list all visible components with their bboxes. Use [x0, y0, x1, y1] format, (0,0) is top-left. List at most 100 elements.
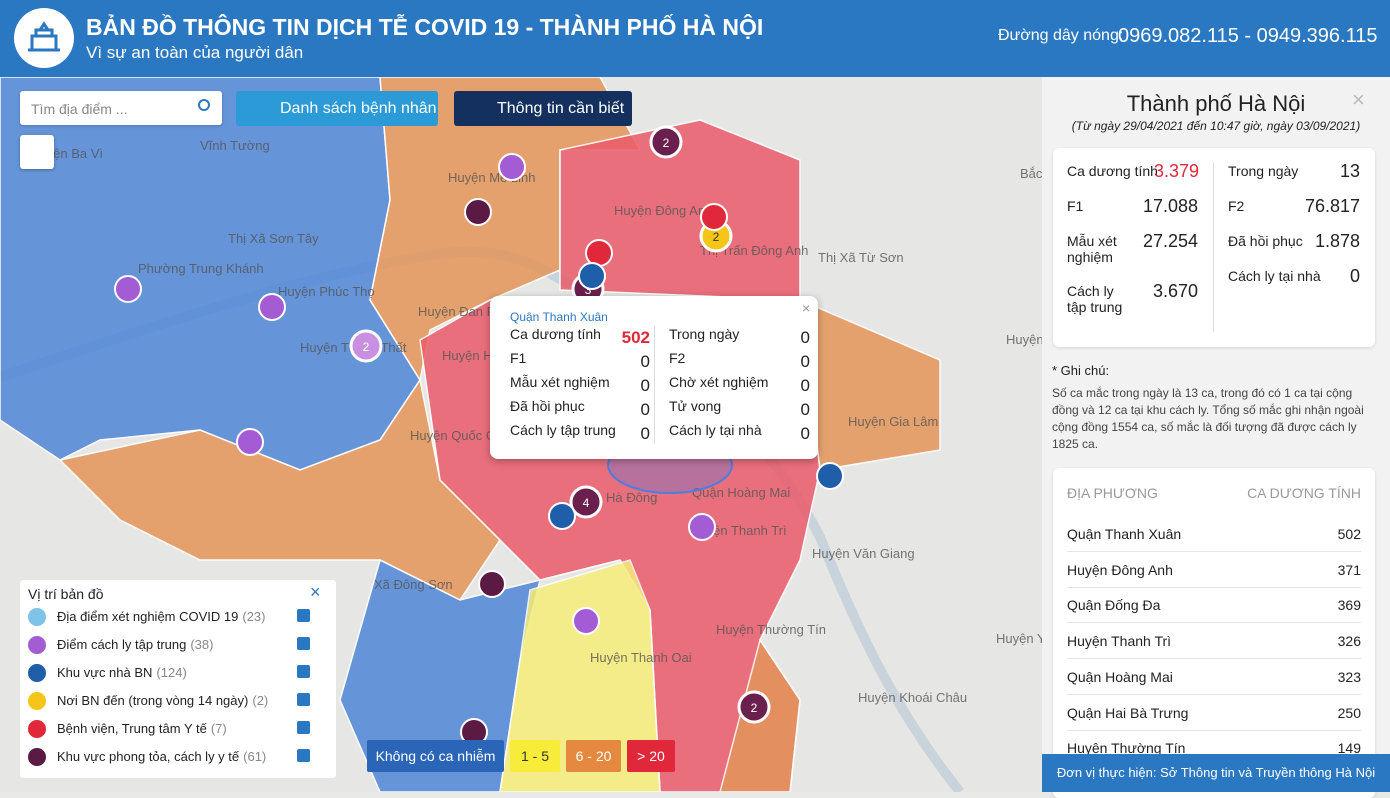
legend-count: (2): [252, 693, 269, 708]
stat-value: 3.670: [1152, 281, 1198, 301]
map-label: Huyện Văn Giang: [812, 546, 915, 561]
note: Số ca mắc trong ngày là 13 ca, trong đó …: [1052, 386, 1364, 451]
cluster-marker: [649, 125, 683, 159]
popup-value: 0: [640, 400, 650, 419]
stat-value: 13: [1339, 161, 1360, 181]
color-key[interactable]: > 20: [627, 740, 675, 772]
map-label: Thị Xã Sơn Tây: [228, 231, 319, 246]
stat-label: Cách ly tại nhà: [1228, 268, 1321, 284]
panel-title: Thành phố Hà Nội: [1126, 91, 1306, 116]
table-card: ĐỊA PHƯƠNG CA DƯƠNG TÍNH Quận Thanh Xuân 50…: [1053, 468, 1375, 798]
layer-button[interactable]: [20, 135, 54, 169]
stat-value: 3.379: [1154, 161, 1200, 181]
legend-checkbox[interactable]: [297, 609, 310, 622]
popup-value: 0: [800, 328, 810, 347]
legend-label: Địa điểm xét nghiệm COVID 19: [57, 609, 239, 624]
stat-value: 27.254: [1142, 231, 1198, 251]
toolbar-button[interactable]: Thông tin cần biết: [454, 91, 632, 126]
map-label: Vĩnh Tường: [200, 138, 270, 153]
map-icon: [236, 428, 264, 456]
popup-label: Cách ly tập trung: [510, 422, 616, 438]
table-header: CA DƯƠNG TÍNH: [1247, 485, 1361, 501]
legend-label: Bệnh viện, Trung tâm Y tế: [57, 721, 207, 736]
legend-count: (124): [156, 665, 187, 680]
map-label: Huyện Thường Tín: [716, 622, 826, 637]
legend-item: Điểm cách ly tập trung (38): [57, 637, 213, 652]
row-name: Huyện Thanh Trì: [1067, 633, 1172, 650]
color-key[interactable]: 6 - 20: [566, 740, 621, 772]
map-icon: [464, 198, 492, 226]
map-icon: [688, 513, 716, 541]
legend-title: Vị trí bản đồ: [28, 586, 104, 602]
popup-divider: [654, 326, 655, 444]
popup-label: Ca dương tính: [510, 326, 601, 342]
legend-icon: [28, 720, 46, 738]
hotline: 0969.082.115 - 0949.396.115: [1118, 25, 1378, 47]
map-label: Huyện Đông Anh: [614, 203, 712, 218]
panel-close[interactable]: ×: [1352, 87, 1365, 112]
table-header: ĐỊA PHƯƠNG: [1067, 485, 1158, 501]
legend-item: Khu vực nhà BN (124): [57, 665, 187, 680]
popup-label: Trong ngày: [669, 326, 740, 342]
search-icon: [198, 99, 210, 111]
row-value: 371: [1337, 561, 1361, 578]
district-red: [559, 119, 801, 301]
map-label: Huyện Phúc Thọ: [278, 284, 375, 299]
legend-checkbox[interactable]: [297, 693, 310, 706]
map-icon: [578, 262, 606, 290]
popup-label: Cách ly tại nhà: [669, 422, 762, 438]
row-value: 250: [1337, 704, 1361, 721]
toolbar-button[interactable]: Danh sách bệnh nhân: [236, 91, 438, 126]
cluster-marker: [737, 690, 771, 724]
legend-checkbox[interactable]: [297, 721, 310, 734]
district-yellow: [499, 559, 661, 792]
map-label: Huyện Khoái Châu: [858, 690, 967, 705]
popup-label: Chờ xét nghiệm: [669, 374, 769, 390]
cluster-marker: [569, 485, 603, 519]
legend-icon: [28, 748, 46, 766]
color-key[interactable]: Không có ca nhiễm: [367, 740, 504, 772]
stat-label: Mẫu xét nghiệm: [1067, 233, 1117, 265]
map-icon: [114, 275, 142, 303]
legend-checkbox[interactable]: [297, 665, 310, 678]
row-name: Quận Hoàng Mai: [1067, 668, 1173, 685]
popup-label: Đã hồi phục: [510, 398, 585, 414]
search-box[interactable]: Tìm địa điểm ...: [20, 91, 222, 125]
popup-value: 0: [640, 424, 650, 443]
row-name: Quận Đống Đa: [1067, 597, 1161, 614]
map-label: Huyện Thanh Oai: [590, 650, 692, 665]
panel-period: (Từ ngày 29/04/2021 đến 10:47 giờ, ngày …: [1071, 119, 1361, 133]
legend-label: Khu vực phong tỏa, cách ly y tế: [57, 749, 240, 764]
stat-value: 0: [1349, 266, 1360, 286]
map-label: Xã Đông Sơn: [374, 577, 453, 592]
popup-close[interactable]: ×: [802, 300, 811, 316]
popup-label: Tử vong: [669, 398, 722, 414]
legend-checkbox[interactable]: [297, 637, 310, 650]
map-icon: [258, 293, 286, 321]
map-label: Quận Hoàng Mai: [692, 485, 790, 500]
logo[interactable]: [14, 8, 74, 68]
map-label: Bắc: [1020, 166, 1042, 181]
footer: Đơn vị thực hiện: Sở Thông tin và Truyền…: [1042, 754, 1390, 792]
map-label: Hà Đông: [606, 490, 657, 505]
legend-count: (7): [210, 721, 227, 736]
stat-label: Cách ly tập trung: [1067, 283, 1123, 315]
popup-label: Mẫu xét nghiệm: [510, 374, 610, 390]
note-label: * Ghi chú:: [1052, 363, 1110, 378]
legend-item: Địa điểm xét nghiệm COVID 19 (23): [57, 609, 265, 624]
row-name: Quận Thanh Xuân: [1067, 526, 1182, 542]
stats-divider: [1213, 162, 1214, 332]
color-key[interactable]: 1 - 5: [510, 740, 560, 772]
map-label: Huyện Yên: [996, 631, 1042, 646]
stat-value: 17.088: [1142, 196, 1198, 216]
title: BẢN ĐỒ THÔNG TIN DỊCH TỄ COVID 19 - THÀN…: [86, 14, 764, 40]
row-divider: [1067, 693, 1361, 695]
legend-icon: [28, 664, 46, 682]
stat-label: Trong ngày: [1228, 163, 1299, 179]
legend-close[interactable]: ×: [310, 582, 321, 602]
legend-icon: [28, 608, 46, 626]
legend-item: Nơi BN đến (trong vòng 14 ngày) (2): [57, 693, 268, 708]
map-icon: [548, 502, 576, 530]
legend-checkbox[interactable]: [297, 749, 310, 762]
